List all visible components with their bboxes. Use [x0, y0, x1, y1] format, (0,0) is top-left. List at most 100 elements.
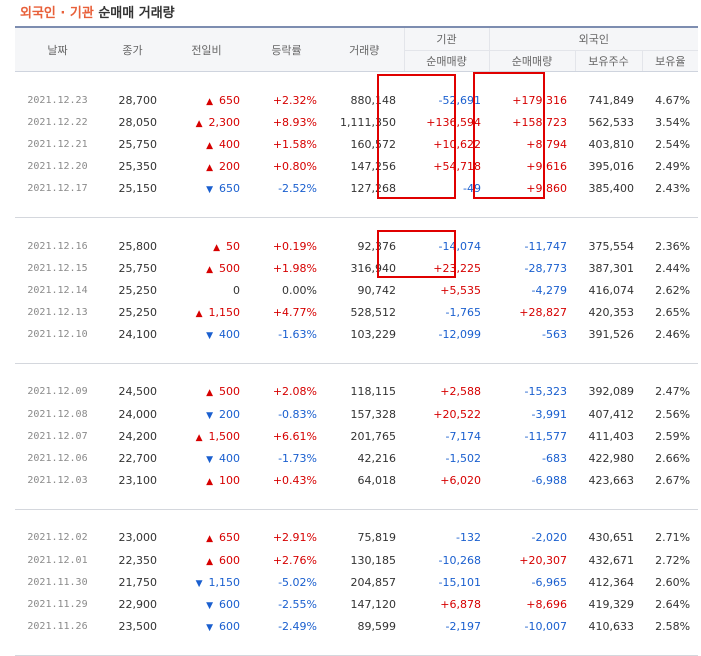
change-value: 650: [219, 182, 240, 196]
foreign-ratio-cell: 2.59%: [655, 429, 691, 443]
foreign-net-cell: +158,723: [512, 115, 567, 129]
institution-net-cell: +54,718: [433, 160, 481, 174]
foreign-holdings-cell: 420,353: [588, 306, 635, 320]
foreign-net-cell: -3,991: [531, 407, 567, 421]
foreign-holdings-cell: 430,651: [588, 531, 635, 545]
date-cell: 2021.12.01: [27, 554, 88, 566]
date-cell: 2021.12.02: [27, 532, 88, 544]
foreign-holdings-cell: 432,671: [588, 553, 635, 567]
foreign-institution-trading-table: 날짜 종가 전일비 등락률 거래량 기관 외국인 순매매량 순매매량 보유주수 …: [15, 26, 699, 656]
institution-net-cell: -132: [456, 531, 481, 545]
close-price-cell: 25,800: [118, 239, 158, 253]
institution-net-cell: -49: [463, 182, 481, 196]
header-rate: 등락률: [248, 26, 325, 72]
group-spacer-bottom: [15, 200, 698, 218]
triangle-up-icon: ▲: [206, 388, 213, 399]
institution-net-cell: -15,101: [438, 575, 481, 589]
triangle-up-icon: ▲: [195, 432, 203, 443]
foreign-ratio-cell: 2.62%: [655, 283, 691, 297]
change-cell: ▼ 400: [165, 447, 248, 469]
rate-cell: +2.32%: [272, 93, 317, 107]
change-cell: ▼ 600: [165, 616, 248, 638]
triangle-down-icon: ▼: [206, 410, 213, 421]
section-title: 외국인 · 기관 순매매 거래량: [20, 4, 175, 24]
header-date: 날짜: [15, 26, 100, 72]
change-cell: ▼ 200: [165, 403, 248, 425]
volume-cell: 880,148: [350, 93, 397, 107]
foreign-holdings-cell: 412,364: [588, 575, 635, 589]
change-value: 400: [219, 328, 240, 342]
foreign-holdings-cell: 385,400: [588, 182, 635, 196]
rate-cell: +0.43%: [272, 474, 317, 488]
triangle-up-icon: ▲: [213, 242, 220, 253]
foreign-holdings-cell: 419,329: [588, 597, 635, 611]
section-title-text: 순매매 거래량: [98, 6, 175, 21]
volume-cell: 118,115: [350, 385, 397, 399]
table-row: 2021.12.10 24,100 ▼ 400 -1.63% 103,229 -12,099…: [15, 324, 698, 346]
volume-cell: 316,940: [350, 261, 397, 275]
foreign-holdings-cell: 392,089: [588, 385, 635, 399]
close-price-cell: 23,500: [118, 620, 158, 634]
triangle-up-icon: ▲: [206, 264, 213, 275]
volume-cell: 160,572: [350, 137, 397, 151]
foreign-holdings-cell: 741,849: [588, 93, 635, 107]
table-row: 2021.12.09 24,500 ▲ 500 +2.08% 118,115 +2,588 -…: [15, 381, 698, 403]
close-price-cell: 22,700: [118, 452, 158, 466]
rate-cell: -1.63%: [278, 328, 317, 342]
date-cell: 2021.11.30: [27, 576, 88, 588]
change-cell: ▼ 650: [165, 178, 248, 200]
triangle-up-icon: ▲: [206, 140, 213, 151]
change-value: 400: [219, 137, 240, 151]
date-cell: 2021.12.17: [27, 183, 88, 195]
close-price-cell: 28,050: [118, 115, 158, 129]
institution-net-cell: +6,878: [440, 597, 481, 611]
date-cell: 2021.12.22: [27, 116, 88, 128]
rate-cell: -2.52%: [278, 182, 317, 196]
table-row: 2021.11.29 22,900 ▼ 600 -2.55% 147,120 +6,878 +…: [15, 593, 698, 615]
rate-cell: +0.80%: [272, 160, 317, 174]
volume-cell: 147,120: [350, 597, 397, 611]
table-row: 2021.11.30 21,750 ▼ 1,150 -5.02% 204,857 -15,1…: [15, 571, 698, 593]
foreign-ratio-cell: 2.65%: [655, 306, 691, 320]
triangle-up-icon: ▲: [206, 96, 213, 107]
rate-cell: +8.93%: [272, 115, 317, 129]
header-inst-net: 순매매량: [404, 50, 490, 72]
header-foreign: 외국인: [489, 26, 699, 51]
foreign-ratio-cell: 2.58%: [655, 620, 691, 634]
triangle-down-icon: ▼: [195, 578, 203, 589]
close-price-cell: 25,250: [118, 306, 158, 320]
table-row: 2021.11.26 23,500 ▼ 600 -2.49% 89,599 -2,197 -1…: [15, 616, 698, 638]
triangle-up-icon: ▲: [206, 477, 213, 488]
foreign-ratio-cell: 2.44%: [655, 261, 691, 275]
foreign-net-cell: +9,860: [526, 182, 567, 196]
close-price-cell: 25,350: [118, 160, 158, 174]
group-spacer-bottom: [15, 346, 698, 364]
change-value: 500: [219, 261, 240, 275]
close-price-cell: 24,200: [118, 429, 158, 443]
foreign-net-cell: -6,965: [531, 575, 567, 589]
change-cell: ▲ 1,500: [165, 425, 248, 447]
rate-cell: +2.91%: [272, 531, 317, 545]
table-header: 날짜 종가 전일비 등락률 거래량 기관 외국인 순매매량 순매매량 보유주수 …: [15, 26, 699, 72]
rate-cell: +6.61%: [272, 429, 317, 443]
triangle-up-icon: ▲: [195, 309, 203, 320]
institution-net-cell: -12,099: [438, 328, 481, 342]
foreign-ratio-cell: 2.54%: [655, 137, 691, 151]
rate-cell: +2.08%: [272, 385, 317, 399]
rate-cell: -5.02%: [278, 575, 317, 589]
group-spacer-top: [15, 218, 698, 235]
institution-net-cell: +5,535: [440, 283, 481, 297]
foreign-holdings-cell: 391,526: [588, 328, 635, 342]
volume-cell: 157,328: [350, 407, 397, 421]
change-cell: ▼ 600: [165, 593, 248, 615]
triangle-up-icon: ▲: [195, 118, 203, 129]
header-foreign-hold: 보유주수: [575, 50, 643, 72]
foreign-holdings-cell: 562,533: [588, 115, 635, 129]
volume-cell: 90,742: [357, 283, 397, 297]
institution-net-cell: -52,691: [438, 93, 481, 107]
foreign-ratio-cell: 2.60%: [655, 575, 691, 589]
institution-net-cell: +2,588: [440, 385, 481, 399]
change-value: 1,150: [208, 306, 241, 320]
volume-cell: 130,185: [350, 553, 397, 567]
section-title-accent: 외국인 · 기관: [20, 6, 94, 21]
